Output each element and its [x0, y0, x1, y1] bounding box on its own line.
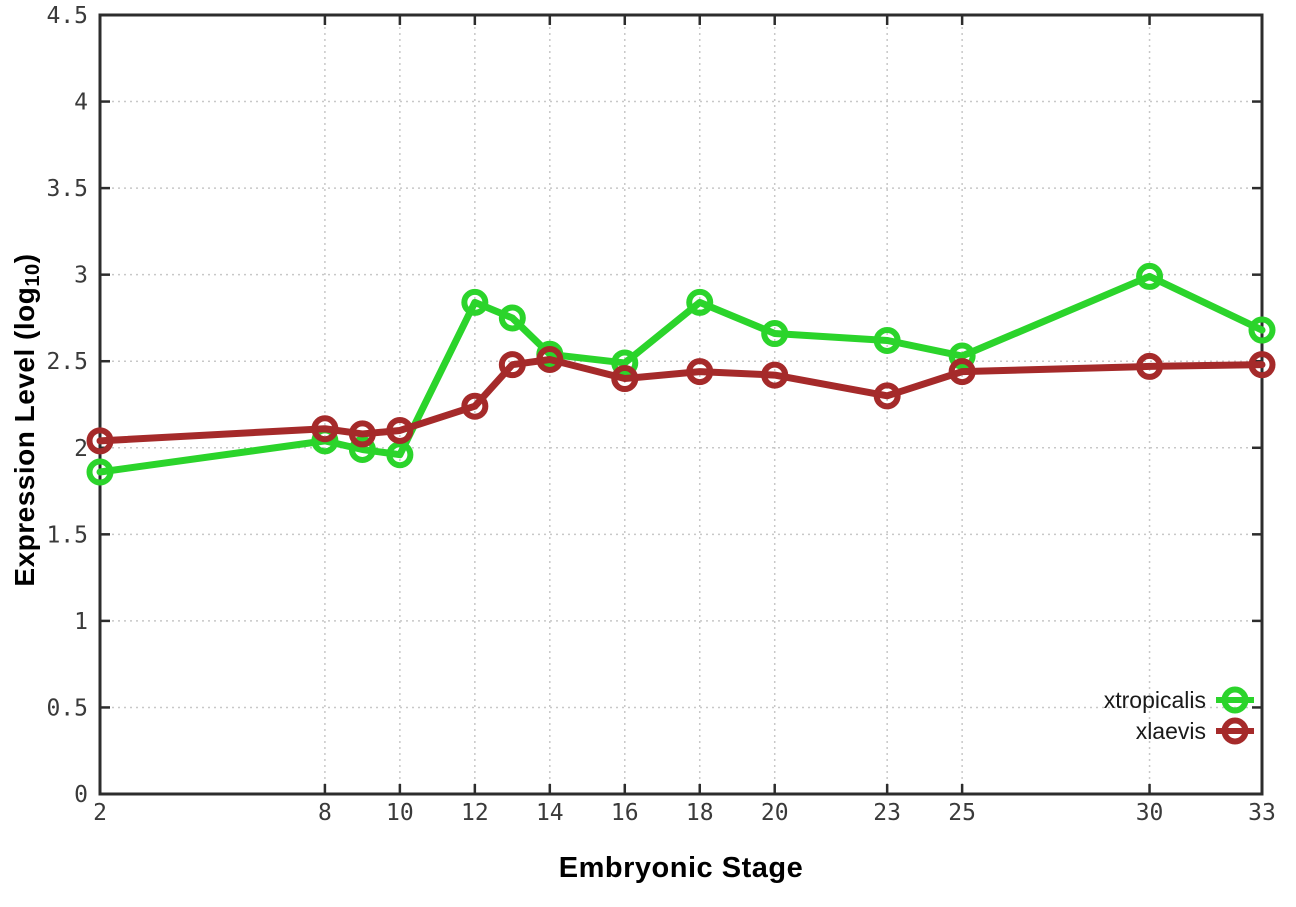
y-tick-label: 1.5 [46, 522, 88, 548]
data-point-xlaevis [611, 365, 639, 393]
x-tick-label: 23 [873, 800, 901, 826]
x-tick-label: 18 [686, 800, 714, 826]
x-tick-label: 16 [611, 800, 639, 826]
x-tick-label: 30 [1136, 800, 1164, 826]
data-point-xlaevis [348, 420, 376, 448]
x-tick-label: 14 [536, 800, 564, 826]
data-point-xtropicalis [1248, 316, 1276, 344]
y-axis-title-text: Expression Level (log [8, 286, 40, 587]
data-point-xtropicalis [348, 436, 376, 464]
legend-marker-xtropicalis [1221, 686, 1249, 714]
series-line-xlaevis [96, 355, 1266, 445]
x-tick-label: 12 [461, 800, 489, 826]
legend-label-xlaevis: xlaevis [1136, 718, 1206, 744]
x-tick-label: 25 [948, 800, 976, 826]
y-tick-label: 3.5 [46, 176, 88, 202]
data-point-xlaevis [1136, 352, 1164, 380]
y-tick-label: 1 [74, 609, 88, 635]
data-point-xtropicalis [1136, 262, 1164, 290]
x-axis-title: Embryonic Stage [558, 852, 804, 884]
legend-label-xtropicalis: xtropicalis [1104, 687, 1206, 713]
y-axis-title-subscript: 10 [22, 263, 45, 287]
data-point-xlaevis [536, 345, 564, 373]
data-point-xtropicalis [948, 342, 976, 370]
data-point-xtropicalis [611, 349, 639, 377]
x-tick-label: 2 [93, 800, 107, 826]
data-point-xtropicalis [761, 320, 789, 348]
data-point-xtropicalis [86, 458, 114, 486]
data-point-xlaevis [311, 415, 339, 443]
y-tick-label: 4.5 [46, 3, 88, 29]
data-point-xlaevis [873, 382, 901, 410]
y-tick-label: 2 [74, 436, 88, 462]
data-point-xtropicalis [461, 288, 489, 316]
data-point-xlaevis [461, 392, 489, 420]
y-tick-label: 3 [74, 263, 88, 289]
data-point-xlaevis [386, 416, 414, 444]
data-point-xtropicalis [498, 304, 526, 332]
data-point-xlaevis [86, 427, 114, 455]
data-point-xtropicalis [386, 441, 414, 469]
data-point-xlaevis [761, 361, 789, 389]
x-tick-label: 10 [386, 800, 414, 826]
data-point-xlaevis [686, 358, 714, 386]
y-tick-label: 0.5 [46, 695, 88, 721]
data-point-xtropicalis [873, 326, 901, 354]
x-tick-label: 33 [1248, 800, 1276, 826]
y-axis-title: Expression Level (log10) [9, 253, 45, 586]
data-point-xlaevis [948, 358, 976, 386]
x-tick-label: 20 [761, 800, 789, 826]
y-tick-label: 4 [74, 90, 88, 116]
data-point-xlaevis [498, 351, 526, 379]
plot-border [98, 13, 1264, 796]
data-point-xlaevis [1248, 351, 1276, 379]
x-tick-label: 8 [318, 800, 332, 826]
data-point-xtropicalis [686, 288, 714, 316]
y-tick-label: 2.5 [46, 349, 88, 375]
y-tick-label: 0 [74, 782, 88, 808]
y-axis-title-close: ) [8, 253, 40, 264]
legend-marker-xlaevis [1221, 717, 1249, 745]
